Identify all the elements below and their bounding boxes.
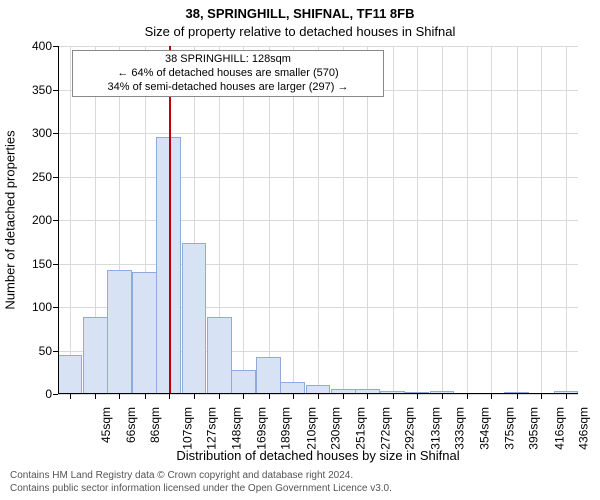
x-tick-mark	[442, 394, 443, 399]
grid-line-vertical	[343, 46, 344, 394]
grid-line-vertical	[70, 46, 71, 394]
y-tick-label: 250	[32, 170, 58, 184]
x-tick-mark	[367, 394, 368, 399]
x-tick-label: 292sqm	[403, 407, 417, 450]
x-tick-mark	[243, 394, 244, 399]
grid-line-vertical	[541, 46, 542, 394]
histogram-bar	[207, 317, 232, 394]
x-tick-mark	[467, 394, 468, 399]
grid-line-vertical	[318, 46, 319, 394]
x-tick-label: 148sqm	[230, 407, 244, 450]
x-tick-label: 86sqm	[148, 407, 162, 443]
grid-line-vertical	[442, 46, 443, 394]
x-tick-label: 107sqm	[180, 407, 194, 450]
footer-line-2: Contains public sector information licen…	[10, 483, 392, 494]
x-tick-label: 333sqm	[452, 407, 466, 450]
x-tick-mark	[491, 394, 492, 399]
x-tick-label: 313sqm	[428, 407, 442, 450]
x-tick-mark	[293, 394, 294, 399]
x-tick-mark	[95, 394, 96, 399]
x-tick-label: 272sqm	[379, 407, 393, 450]
x-tick-label: 45sqm	[99, 407, 113, 443]
annotation-line: ← 64% of detached houses are smaller (57…	[77, 67, 379, 81]
x-axis-line	[58, 393, 578, 394]
x-tick-label: 251sqm	[354, 407, 368, 450]
histogram-bar	[182, 243, 207, 394]
annotation-line: 38 SPRINGHILL: 128sqm	[77, 53, 379, 67]
x-tick-mark	[343, 394, 344, 399]
grid-line-vertical	[417, 46, 418, 394]
histogram-bar	[58, 355, 83, 394]
grid-line-vertical	[269, 46, 270, 394]
histogram-bar	[256, 357, 281, 394]
x-tick-label: 354sqm	[478, 407, 492, 450]
y-tick-label: 150	[32, 257, 58, 271]
x-tick-label: 436sqm	[576, 407, 590, 450]
chart-plot-area: 05010015020025030035040045sqm66sqm86sqm1…	[58, 46, 578, 394]
y-tick-label: 300	[32, 126, 58, 140]
histogram-bar	[231, 370, 256, 394]
title-sub: Size of property relative to detached ho…	[0, 24, 600, 39]
y-axis-line	[58, 46, 59, 394]
x-tick-mark	[269, 394, 270, 399]
x-tick-mark	[517, 394, 518, 399]
x-tick-label: 375sqm	[503, 407, 517, 450]
x-tick-mark	[566, 394, 567, 399]
x-tick-mark	[194, 394, 195, 399]
y-tick-label: 400	[32, 39, 58, 53]
x-tick-mark	[318, 394, 319, 399]
grid-line-vertical	[367, 46, 368, 394]
grid-line-vertical	[467, 46, 468, 394]
x-tick-mark	[417, 394, 418, 399]
x-tick-mark	[169, 394, 170, 399]
x-tick-label: 416sqm	[552, 407, 566, 450]
x-tick-label: 230sqm	[328, 407, 342, 450]
x-tick-mark	[119, 394, 120, 399]
x-tick-label: 169sqm	[255, 407, 269, 450]
histogram-bar	[83, 317, 108, 394]
x-tick-mark	[541, 394, 542, 399]
x-tick-mark	[393, 394, 394, 399]
histogram-bar	[132, 272, 157, 394]
grid-line-vertical	[566, 46, 567, 394]
grid-line-vertical	[517, 46, 518, 394]
y-tick-label: 100	[32, 300, 58, 314]
histogram-bar	[107, 270, 132, 394]
title-main: 38, SPRINGHILL, SHIFNAL, TF11 8FB	[0, 6, 600, 21]
grid-line-vertical	[393, 46, 394, 394]
x-tick-label: 189sqm	[279, 407, 293, 450]
y-tick-label: 0	[45, 387, 58, 401]
x-tick-mark	[70, 394, 71, 399]
x-tick-label: 127sqm	[204, 407, 218, 450]
y-axis-label: Number of detached properties	[3, 130, 18, 309]
y-tick-label: 50	[39, 344, 58, 358]
x-tick-label: 66sqm	[124, 407, 138, 443]
property-marker-line	[169, 46, 171, 394]
x-tick-label: 210sqm	[304, 407, 318, 450]
x-tick-label: 395sqm	[527, 407, 541, 450]
annotation-line: 34% of semi-detached houses are larger (…	[77, 81, 379, 95]
x-tick-mark	[219, 394, 220, 399]
y-tick-label: 350	[32, 83, 58, 97]
grid-line-vertical	[491, 46, 492, 394]
footer-line-1: Contains HM Land Registry data © Crown c…	[10, 470, 353, 481]
grid-line-vertical	[243, 46, 244, 394]
y-tick-label: 200	[32, 213, 58, 227]
grid-line-vertical	[293, 46, 294, 394]
annotation-box: 38 SPRINGHILL: 128sqm ← 64% of detached …	[72, 50, 384, 97]
x-axis-label: Distribution of detached houses by size …	[58, 448, 578, 463]
x-tick-mark	[145, 394, 146, 399]
